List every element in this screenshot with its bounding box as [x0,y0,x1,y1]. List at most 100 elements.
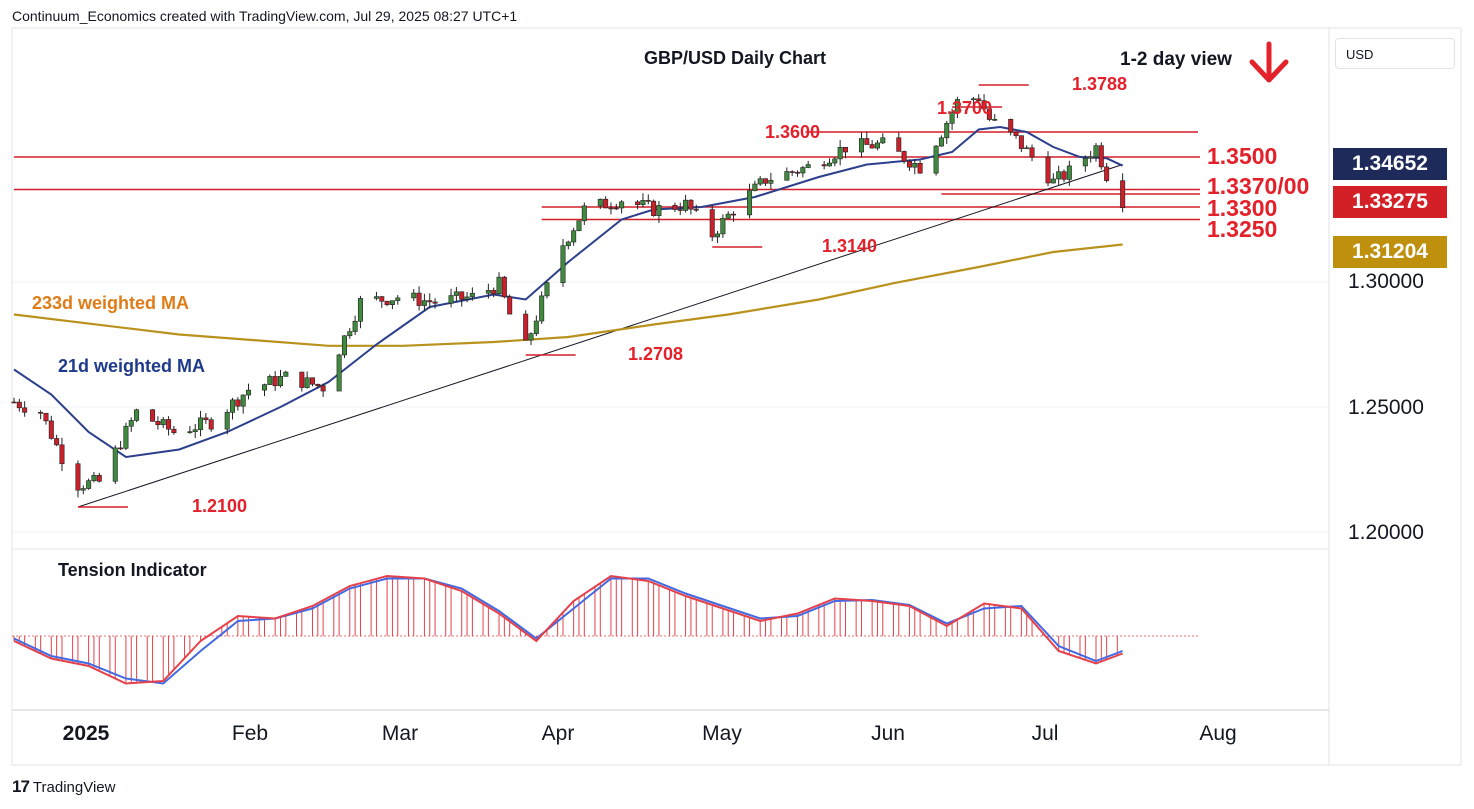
tension-label: Tension Indicator [58,560,207,580]
view-label: 1-2 day view [1120,49,1232,70]
x-tick-label: 2025 [62,722,110,745]
candle [1024,147,1030,150]
candle [800,167,806,174]
candle [539,295,545,322]
candle [747,190,753,216]
candle [208,419,214,430]
candle [906,160,912,168]
candle [821,164,827,167]
currency-button[interactable]: USD [1335,38,1455,69]
candle [240,394,246,407]
candle [992,118,998,121]
candle [651,200,657,217]
candle [128,420,134,427]
candle [341,335,347,356]
candle [491,290,497,295]
candle [837,146,843,160]
candle [528,333,534,341]
candle [981,100,987,110]
candle [507,296,513,315]
candle [970,98,976,101]
x-tick-label: Jun [871,722,905,745]
candle [1029,147,1035,158]
candle [453,291,459,296]
candle [203,417,209,421]
candle [944,123,950,139]
candle [597,198,603,207]
candle [869,144,875,149]
candle [230,399,236,413]
candle [656,205,662,217]
price-tag-ma233: 1.31204 [1333,236,1447,268]
candle [1104,166,1110,181]
price-tag-ma21: 1.34652 [1333,148,1447,180]
candle [901,151,907,162]
candle [373,296,379,299]
candle [1013,131,1019,136]
candle [1018,135,1024,149]
candle [336,354,342,392]
candle [731,213,737,216]
candle [938,137,944,147]
candle [789,171,795,173]
tension-pane[interactable] [12,574,1200,685]
candle [496,276,502,295]
candle [874,142,880,149]
candle [715,233,721,238]
candle [683,199,689,211]
candle [576,220,582,232]
candle [976,98,982,101]
x-tick-label: May [702,722,742,745]
candle [757,178,763,185]
candle [608,207,614,210]
tradingview-logo[interactable]: 17 TradingView [12,777,115,797]
candle [795,171,801,174]
candle [464,296,470,300]
candle [16,401,22,409]
y-tick-label: 1.25000 [1348,396,1424,419]
candle [1056,171,1062,180]
price-tag-last: 1.33275 [1333,186,1447,218]
trendline [77,164,1123,508]
candle [880,137,886,144]
candle [246,389,252,396]
x-tick-label: Jul [1031,722,1059,745]
y-tick-label: 1.20000 [1348,521,1424,544]
candle [421,300,427,306]
candle [635,201,641,205]
candle [533,320,539,334]
candle [1082,157,1088,167]
level-label: 1.3500 [1207,143,1278,169]
candle [427,300,433,303]
candle [1008,118,1014,133]
price-tag-last-text: 1.33275 [1352,190,1428,213]
candle [784,171,790,181]
candle [192,429,198,432]
candle [379,296,385,302]
candle [720,218,726,235]
candle [59,444,65,465]
candle [389,300,395,305]
candle [198,417,204,431]
candle [485,290,491,294]
x-tick-label: Mar [381,722,419,745]
candle [501,276,507,298]
candle [54,438,60,446]
candle [709,209,715,238]
candle [155,421,161,426]
candle [459,291,465,300]
candle [896,137,902,152]
price-tag-ma21-text: 1.34652 [1352,152,1428,175]
y-tick-label: 1.30000 [1348,270,1424,293]
candle [725,213,731,219]
candle [864,138,870,145]
candle [320,385,326,392]
candle [752,183,758,191]
candle [768,179,774,184]
candle [166,419,172,430]
candle [1088,156,1094,159]
price-pane[interactable] [11,84,1329,533]
candle [826,162,832,167]
candle [432,301,438,304]
